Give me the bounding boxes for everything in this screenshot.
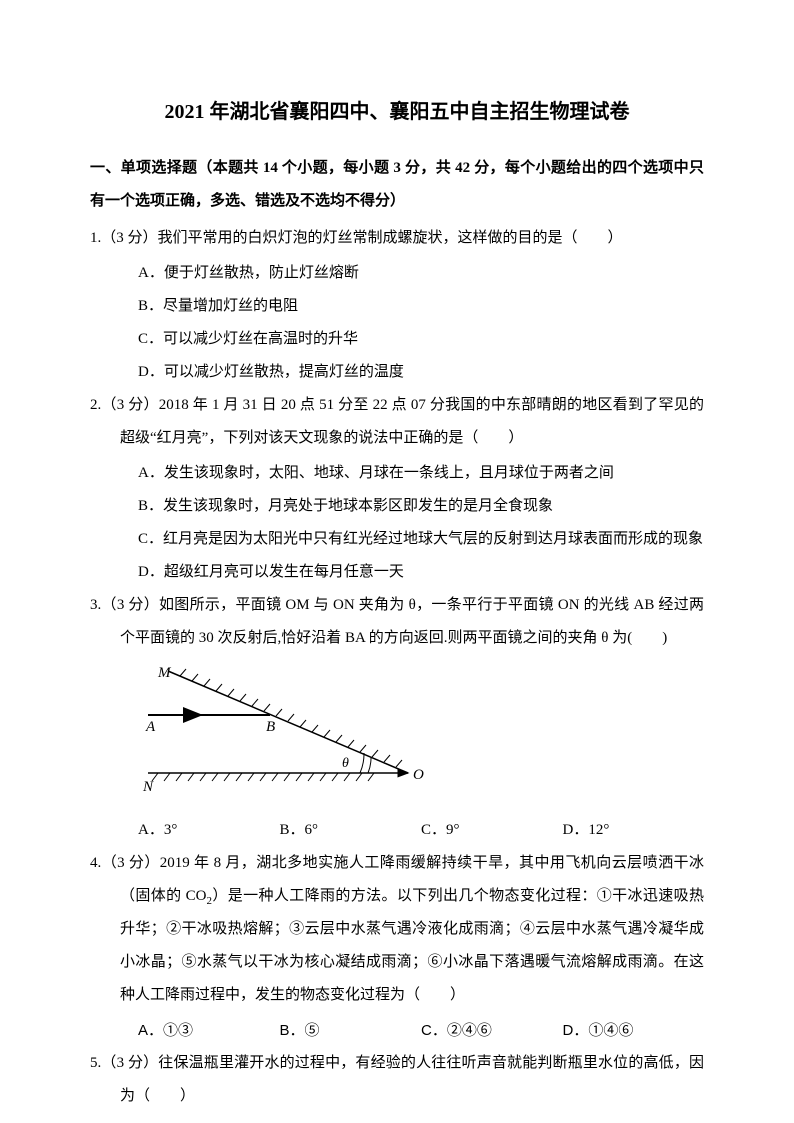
q2-option-a: A．发生该现象时，太阳、地球、月球在一条线上，且月球位于两者之间 bbox=[90, 457, 704, 490]
label-n: N bbox=[142, 779, 154, 793]
q4-option-c: C．②④⑥ bbox=[421, 1014, 563, 1047]
exam-title: 2021 年湖北省襄阳四中、襄阳五中自主招生物理试卷 bbox=[90, 90, 704, 134]
q4-options: A．①③ B．⑤ C．②④⑥ D．①④⑥ bbox=[90, 1014, 704, 1047]
q4-option-b: B．⑤ bbox=[280, 1014, 422, 1047]
q4-option-a: A．①③ bbox=[138, 1014, 280, 1047]
q3-diagram: M N O A B θ bbox=[90, 663, 704, 806]
section-header: 一、单项选择题（本题共 14 个小题，每小题 3 分，共 42 分，每个小题给出… bbox=[90, 152, 704, 218]
q3-option-d: D．12° bbox=[563, 814, 705, 847]
label-b: B bbox=[266, 719, 275, 735]
q4-stem: 4.（3 分）2019 年 8 月，湖北多地实施人工降雨缓解持续干旱，其中用飞机… bbox=[90, 847, 704, 1012]
q1-option-d: D．可以减少灯丝散热，提高灯丝的温度 bbox=[90, 356, 704, 389]
q5-stem: 5.（3 分）往保温瓶里灌开水的过程中，有经验的人往往听声音就能判断瓶里水位的高… bbox=[90, 1047, 704, 1113]
q4-option-d: D．①④⑥ bbox=[563, 1014, 705, 1047]
q1-option-a: A．便于灯丝散热，防止灯丝熔断 bbox=[90, 257, 704, 290]
q2-option-c: C．红月亮是因为太阳光中只有红光经过地球大气层的反射到达月球表面而形成的现象 bbox=[90, 523, 704, 556]
label-a: A bbox=[145, 719, 156, 735]
q1-option-c: C．可以减少灯丝在高温时的升华 bbox=[90, 323, 704, 356]
q3-options: A．3° B．6° C．9° D．12° bbox=[90, 814, 704, 847]
q1-option-b: B．尽量增加灯丝的电阻 bbox=[90, 290, 704, 323]
q2-option-d: D．超级红月亮可以发生在每月任意一天 bbox=[90, 556, 704, 589]
q3-option-b: B．6° bbox=[280, 814, 422, 847]
q3-option-a: A．3° bbox=[138, 814, 280, 847]
q1-stem: 1.（3 分）我们平常用的白炽灯泡的灯丝常制成螺旋状，这样做的目的是（ ） bbox=[90, 222, 704, 255]
q2-stem: 2.（3 分）2018 年 1 月 31 日 20 点 51 分至 22 点 0… bbox=[90, 389, 704, 455]
q2-option-b: B．发生该现象时，月亮处于地球本影区即发生的是月全食现象 bbox=[90, 490, 704, 523]
q3-stem: 3.（3 分）如图所示，平面镜 OM 与 ON 夹角为 θ，一条平行于平面镜 O… bbox=[90, 589, 704, 655]
label-m: M bbox=[157, 665, 172, 681]
label-theta: θ bbox=[342, 756, 349, 771]
q3-option-c: C．9° bbox=[421, 814, 563, 847]
label-o: O bbox=[413, 767, 424, 783]
